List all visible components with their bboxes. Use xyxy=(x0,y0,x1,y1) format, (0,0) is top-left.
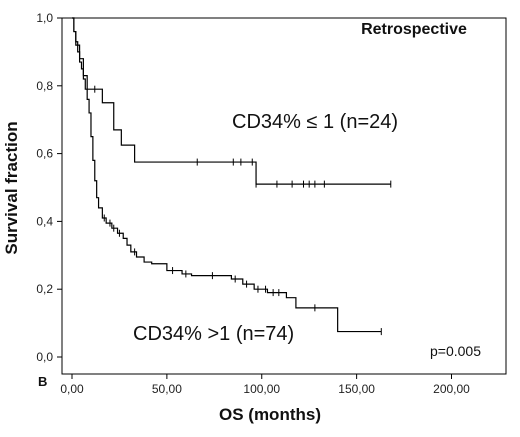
series-label-low-cd34: CD34% ≤ 1 (n=24) xyxy=(232,111,398,133)
y-tick-label: 0,2 xyxy=(36,282,53,296)
x-tick-label: 200,00 xyxy=(433,382,470,396)
p-value: p=0.005 xyxy=(430,343,481,359)
survival-curve-high-cd34 xyxy=(72,17,382,333)
series-label-high-cd34: CD34% >1 (n=74) xyxy=(133,323,294,345)
y-tick-label: 1,0 xyxy=(36,11,53,25)
x-tick-label: 100,00 xyxy=(243,382,280,396)
plot-frame xyxy=(61,17,507,375)
x-axis-title: OS (months) xyxy=(219,405,321,424)
panel-letter: B xyxy=(38,374,47,389)
x-tick-label: 50,00 xyxy=(152,382,182,396)
curves xyxy=(72,17,392,336)
y-tick-label: 0,6 xyxy=(36,147,53,161)
labels: Retrospective CD34% ≤ 1 (n=24) CD34% >1 … xyxy=(2,21,481,424)
x-tick-label: 0,00 xyxy=(60,382,84,396)
axes: 0,00 50,00 100,00 150,00 200,00 0,0 0,2 0,4 0,6 0… xyxy=(36,11,470,396)
y-tick-label: 0,0 xyxy=(36,350,53,364)
x-tick-label: 150,00 xyxy=(338,382,375,396)
y-tick-label: 0,8 xyxy=(36,79,53,93)
y-axis-title: Survival fraction xyxy=(2,121,21,254)
y-tick-label: 0,4 xyxy=(36,214,53,228)
chart-title: Retrospective xyxy=(361,21,467,38)
survival-curve-low-cd34 xyxy=(72,17,391,185)
